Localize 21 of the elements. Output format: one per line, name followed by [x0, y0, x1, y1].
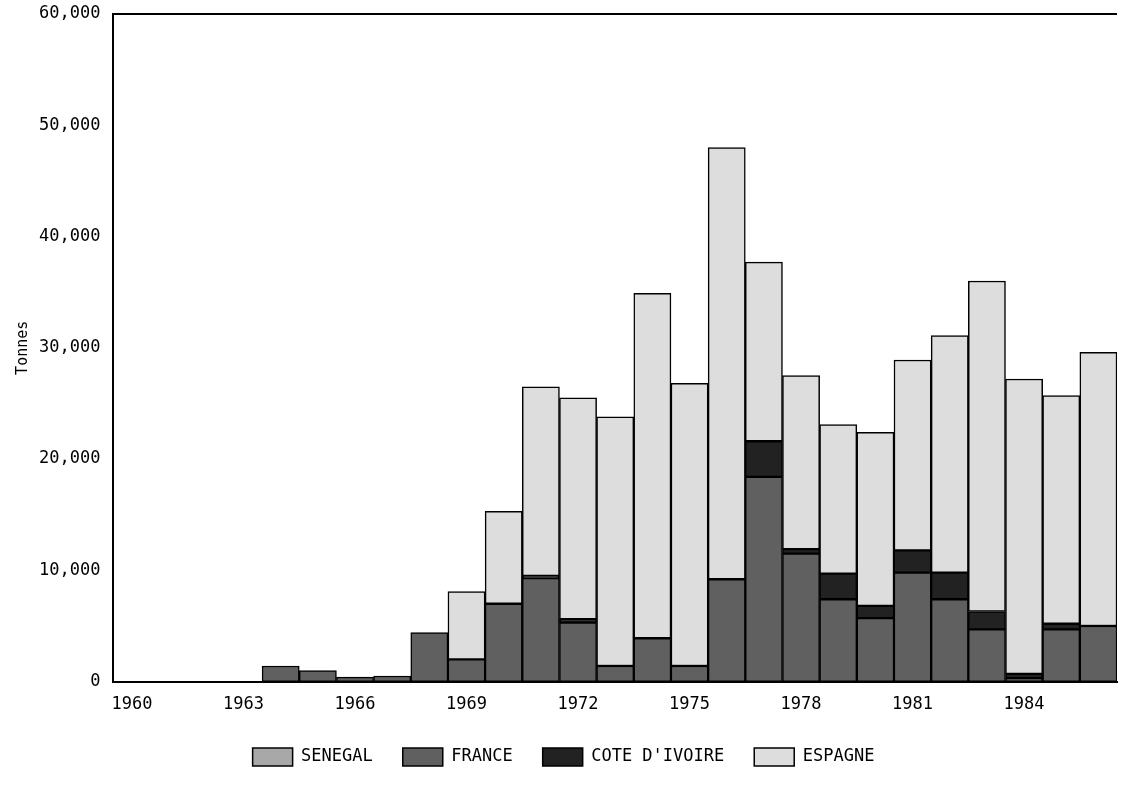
x-tick-label: 1963 — [223, 693, 264, 714]
x-tick-label: 1975 — [669, 693, 711, 714]
legend-label: SENEGAL — [301, 745, 373, 766]
x-tick-label: 1966 — [334, 693, 376, 714]
x-tick-label: 1960 — [111, 693, 153, 714]
y-tick-label: 30,000 — [38, 336, 101, 357]
legend-label: COTE D'IVOIRE — [591, 745, 725, 766]
x-tick-label: 1984 — [1003, 693, 1045, 714]
y-tick-label: 40,000 — [38, 224, 101, 245]
y-tick-label: 0 — [90, 670, 101, 691]
x-tick-label: 1981 — [892, 693, 934, 714]
y-tick-label: 60,000 — [38, 2, 101, 23]
x-tick-label: 1969 — [446, 693, 487, 714]
x-tick-label: 1978 — [780, 693, 822, 714]
y-tick-label: 20,000 — [38, 447, 101, 468]
legend-label: ESPAGNE — [802, 745, 875, 766]
y-tick-label: 50,000 — [38, 113, 101, 134]
x-tick-label: 1972 — [557, 693, 599, 714]
y-axis-title: Tonnes — [12, 320, 31, 375]
y-tick-label: 10,000 — [38, 558, 101, 579]
legend-label: FRANCE — [451, 745, 513, 766]
